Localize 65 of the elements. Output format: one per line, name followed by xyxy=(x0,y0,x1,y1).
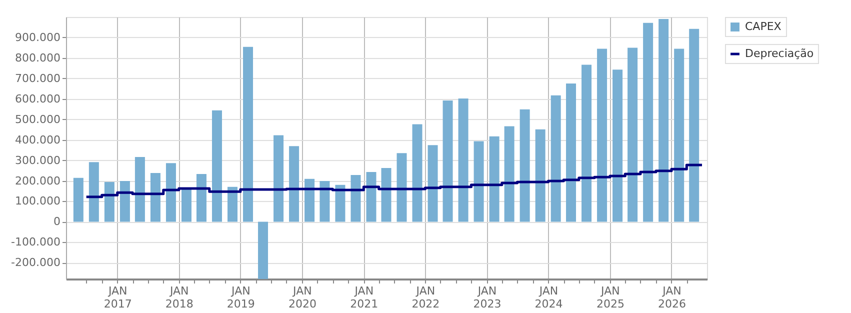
bar xyxy=(366,172,376,222)
bar xyxy=(442,100,453,222)
bar xyxy=(458,98,468,222)
bar xyxy=(520,109,530,222)
x-tick-label: JAN 2020 xyxy=(288,284,316,310)
y-tick-label: 300.000 xyxy=(15,154,60,167)
bar xyxy=(120,180,130,222)
y-tick-label: 800.000 xyxy=(15,51,60,64)
x-tick-label: JAN 2023 xyxy=(473,284,502,310)
bar xyxy=(73,178,84,222)
y-tick-label: 900.000 xyxy=(15,30,60,44)
legend-label: CAPEX xyxy=(745,20,782,33)
bar xyxy=(428,145,438,222)
bar xyxy=(258,222,268,279)
bar xyxy=(350,175,361,222)
x-tick-label: JAN 2018 xyxy=(165,284,194,310)
bar xyxy=(597,48,608,222)
bar xyxy=(489,136,500,222)
y-tick-label: 600.000 xyxy=(15,92,60,106)
y-tick-label: 100.000 xyxy=(15,194,60,208)
y-tick-label: -200.000 xyxy=(11,256,60,270)
bar xyxy=(289,146,300,222)
bar xyxy=(582,64,592,222)
bar xyxy=(658,19,669,222)
legend-label: Depreciação xyxy=(745,47,814,60)
bar xyxy=(396,153,407,222)
y-tick-label: 700.000 xyxy=(15,72,60,85)
bar xyxy=(320,180,330,222)
bar xyxy=(412,124,422,222)
bar xyxy=(88,162,99,222)
bar xyxy=(228,186,238,222)
bar xyxy=(674,48,684,222)
bar xyxy=(150,172,160,222)
bar xyxy=(612,70,623,222)
bar xyxy=(643,22,654,222)
bar xyxy=(104,182,114,222)
bar xyxy=(566,84,576,222)
bar xyxy=(274,135,284,222)
bar xyxy=(304,178,315,222)
bar xyxy=(335,184,346,222)
y-tick-label: 0 xyxy=(54,215,60,228)
bar xyxy=(689,28,700,222)
bar xyxy=(134,157,145,222)
x-tick-label: JAN 2021 xyxy=(350,284,378,310)
bar xyxy=(628,48,638,222)
bar xyxy=(535,129,546,222)
bar xyxy=(196,174,206,222)
y-tick-label: 500.000 xyxy=(15,112,60,126)
bar xyxy=(474,141,484,222)
x-tick-label: JAN 2024 xyxy=(534,284,563,310)
y-tick-label: 200.000 xyxy=(15,174,60,188)
y-tick-label: 400.000 xyxy=(15,133,60,146)
y-tick-label: -100.000 xyxy=(11,236,60,249)
bar xyxy=(212,110,222,222)
bar xyxy=(550,95,561,222)
bar xyxy=(181,188,192,222)
x-tick-label: JAN 2017 xyxy=(104,284,132,310)
x-tick-label: JAN 2019 xyxy=(226,284,255,310)
bar xyxy=(166,163,176,222)
bar xyxy=(381,168,392,222)
bar xyxy=(243,46,254,222)
x-tick-label: JAN 2025 xyxy=(596,284,624,310)
x-tick-label: JAN 2026 xyxy=(658,284,686,310)
x-tick-label: JAN 2022 xyxy=(412,284,440,310)
bar xyxy=(504,126,514,222)
